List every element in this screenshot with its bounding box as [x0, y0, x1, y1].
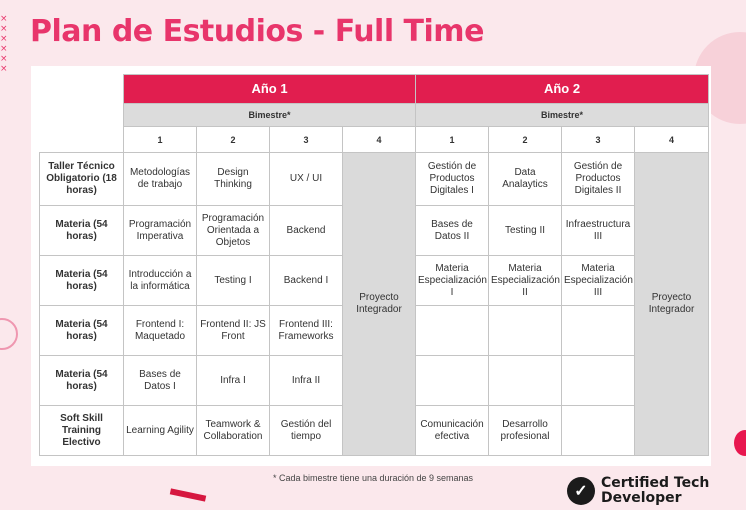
course-cell: UX / UI — [269, 152, 343, 206]
course-cell: Infraestructura III — [561, 205, 635, 256]
course-cell: Comunicación efectiva — [415, 405, 489, 456]
page-title: Plan de Estudios - Full Time — [30, 14, 484, 49]
column-number: 3 — [269, 126, 343, 153]
course-cell: Bases de Datos II — [415, 205, 489, 256]
proyecto-integrador-cell: Proyecto Integrador — [342, 152, 416, 456]
course-cell: Programación Imperativa — [123, 205, 197, 256]
year-1-header: Año 1 — [123, 74, 416, 104]
row-header: Materia (54 horas) — [39, 205, 124, 256]
course-cell: Learning Agility — [123, 405, 197, 456]
course-cell — [561, 355, 635, 406]
course-cell: Programación Orientada a Objetos — [196, 205, 270, 256]
course-cell — [488, 355, 562, 406]
course-cell: Backend I — [269, 255, 343, 306]
column-number: 1 — [415, 126, 489, 153]
decorative-ring — [0, 318, 18, 350]
study-plan-table: Año 1 Año 2 Bimestre* Bimestre* 1 2 3 4 … — [39, 74, 709, 456]
course-cell: Materia Especialización III — [561, 255, 635, 306]
checkmark-icon: ✓ — [567, 477, 595, 505]
course-cell: Metodologías de trabajo — [123, 152, 197, 206]
footnote: * Cada bimestre tiene una duración de 9 … — [272, 473, 474, 483]
column-number: 2 — [196, 126, 270, 153]
course-cell: Infra I — [196, 355, 270, 406]
course-cell: Testing II — [488, 205, 562, 256]
course-cell: Bases de Datos I — [123, 355, 197, 406]
course-cell — [561, 305, 635, 356]
course-cell: Gestión de Productos Digitales I — [415, 152, 489, 206]
dots-decoration: × × × × × × — [0, 14, 9, 74]
course-cell: Introducción a la informática — [123, 255, 197, 306]
course-cell: Frontend II: JS Front — [196, 305, 270, 356]
bimestre-header: Bimestre* — [415, 103, 709, 127]
certified-tech-developer-logo: ✓ Certified Tech Developer — [567, 476, 709, 506]
course-cell: Teamwork & Collaboration — [196, 405, 270, 456]
row-header: Taller Técnico Obligatorio (18 horas) — [39, 152, 124, 206]
course-cell: Data Analaytics — [488, 152, 562, 206]
course-cell: Desarrollo profesional — [488, 405, 562, 456]
course-cell: Backend — [269, 205, 343, 256]
course-cell — [561, 405, 635, 456]
logo-line-2: Developer — [601, 490, 682, 506]
bimestre-header: Bimestre* — [123, 103, 416, 127]
logo-line-1: Certified Tech — [601, 475, 710, 491]
course-cell: Gestión del tiempo — [269, 405, 343, 456]
course-cell — [415, 305, 489, 356]
course-cell: Gestión de Productos Digitales II — [561, 152, 635, 206]
column-number: 2 — [488, 126, 562, 153]
course-cell: Frontend III: Frameworks — [269, 305, 343, 356]
course-cell: Frontend I: Maquetado — [123, 305, 197, 356]
course-cell: Testing I — [196, 255, 270, 306]
column-number: 4 — [634, 126, 709, 153]
course-cell: Design Thinking — [196, 152, 270, 206]
proyecto-integrador-cell: Proyecto Integrador — [634, 152, 709, 456]
column-number: 1 — [123, 126, 197, 153]
course-cell: Materia Especialización I — [415, 255, 489, 306]
course-cell — [415, 355, 489, 406]
row-header: Materia (54 horas) — [39, 305, 124, 356]
decorative-dot — [734, 430, 746, 456]
row-header: Materia (54 horas) — [39, 255, 124, 306]
column-number: 3 — [561, 126, 635, 153]
course-cell — [488, 305, 562, 356]
course-cell: Materia Especialización II — [488, 255, 562, 306]
row-header: Soft Skill Training Electivo — [39, 405, 124, 456]
course-cell: Infra II — [269, 355, 343, 406]
decorative-stroke — [169, 488, 207, 502]
year-2-header: Año 2 — [415, 74, 709, 104]
column-number: 4 — [342, 126, 416, 153]
row-header: Materia (54 horas) — [39, 355, 124, 406]
